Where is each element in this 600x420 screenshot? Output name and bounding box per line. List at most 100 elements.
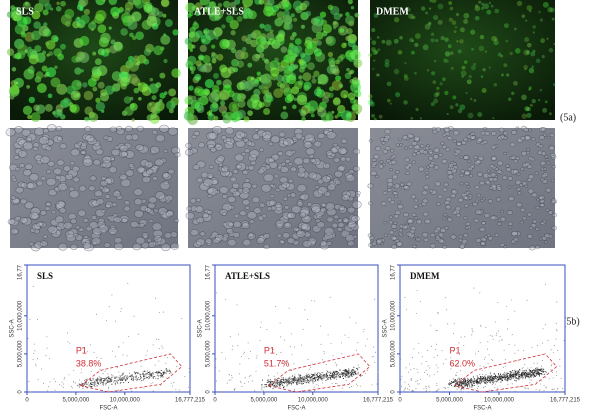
cell: [340, 138, 348, 144]
cell: [59, 43, 66, 50]
event: [509, 376, 511, 379]
cell: [47, 160, 55, 167]
event: [489, 378, 491, 381]
cell: [125, 125, 133, 133]
event: [462, 381, 464, 383]
event: [500, 377, 503, 380]
event: [344, 375, 346, 377]
event: [165, 377, 168, 379]
cell: [325, 113, 334, 122]
cell: [446, 217, 453, 222]
cell: [443, 213, 448, 217]
event: [447, 323, 449, 325]
cell: [448, 163, 455, 169]
event: [280, 381, 282, 383]
cell: [494, 8, 500, 14]
cell: [544, 154, 549, 159]
x-tick-label: 16,777,215: [363, 398, 394, 404]
event: [500, 381, 502, 383]
cell: [540, 177, 545, 182]
cell: [262, 134, 272, 142]
x-tick-label: 10,000,000: [298, 398, 329, 404]
cell: [432, 154, 440, 160]
event: [468, 379, 470, 381]
event: [472, 384, 474, 386]
event: [281, 378, 283, 381]
event: [292, 375, 294, 377]
cell: [434, 60, 437, 63]
cell: [187, 114, 198, 126]
cell: [326, 241, 332, 246]
cell: [31, 223, 41, 231]
event: [166, 370, 168, 373]
event: [464, 382, 466, 384]
cell: [72, 232, 79, 238]
event: [480, 380, 482, 382]
cell: [490, 155, 498, 161]
cell: [433, 228, 440, 234]
event: [168, 370, 170, 372]
cell: [82, 133, 92, 141]
cell: [303, 138, 313, 146]
event: [323, 352, 325, 354]
cell: [453, 130, 460, 136]
event: [335, 375, 338, 377]
cell: [104, 85, 115, 95]
cell: [422, 198, 429, 204]
event: [41, 368, 43, 370]
event: [429, 390, 431, 392]
event: [449, 379, 451, 381]
event: [291, 381, 294, 384]
cell: [56, 136, 63, 141]
cell: [323, 191, 331, 197]
cell: [384, 58, 390, 64]
event: [329, 374, 331, 376]
event: [261, 385, 263, 387]
y-tick-label: 5,000,000: [391, 340, 397, 367]
event: [434, 348, 436, 351]
cell: [428, 150, 434, 155]
cell: [279, 239, 285, 245]
cell: [33, 228, 40, 234]
cell: [146, 238, 152, 243]
cell: [476, 171, 483, 177]
cell: [369, 235, 375, 241]
event: [476, 387, 479, 390]
event: [362, 331, 364, 333]
event: [485, 374, 487, 376]
cell: [287, 162, 293, 167]
cell: [129, 32, 134, 38]
event: [526, 387, 528, 389]
event: [149, 376, 151, 378]
cell: [259, 23, 265, 29]
event: [255, 357, 258, 359]
event: [497, 302, 499, 304]
cell: [528, 156, 533, 161]
y-tick-label: 0: [18, 390, 24, 394]
cell: [37, 221, 45, 227]
image-bg: [188, 128, 358, 248]
cell: [479, 180, 485, 186]
cell: [430, 32, 435, 36]
cell: [22, 141, 34, 151]
event: [255, 370, 257, 372]
cell: [510, 155, 517, 160]
event: [308, 381, 310, 383]
event: [320, 375, 322, 377]
event: [133, 371, 135, 373]
event: [100, 377, 102, 379]
event: [556, 301, 558, 303]
cell: [464, 181, 469, 186]
cell: [435, 39, 439, 43]
cell: [537, 98, 541, 102]
event: [410, 369, 412, 371]
event: [372, 346, 374, 348]
cell: [277, 62, 281, 66]
gate-percent: 38.8%: [76, 358, 102, 368]
cell: [337, 222, 345, 228]
event: [523, 375, 525, 377]
cell: [82, 217, 89, 223]
event: [495, 380, 497, 382]
event: [297, 380, 299, 382]
cell: [56, 222, 66, 231]
